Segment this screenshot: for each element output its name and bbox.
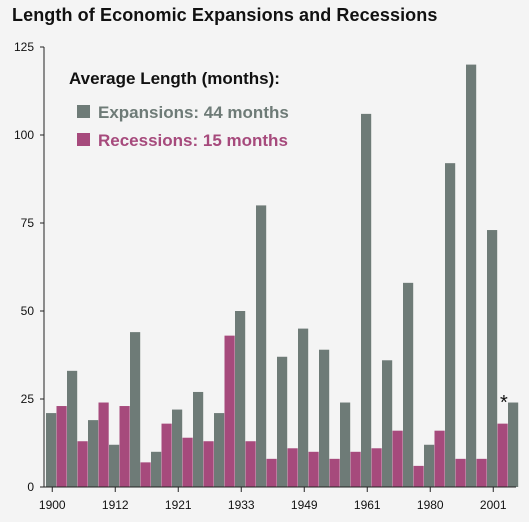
- expansion-bar-19: [445, 163, 456, 487]
- legend-swatch-expansions: [77, 105, 90, 118]
- x-tick-label-2001: 2001: [480, 498, 507, 512]
- expansion-bar-3: [109, 444, 120, 487]
- x-tick-label-1912: 1912: [102, 498, 129, 512]
- recession-bar-0: [56, 406, 67, 487]
- expansion-bar-14: [340, 402, 351, 487]
- recession-bar-13: [329, 458, 340, 487]
- y-tick-label-0: 0: [27, 480, 34, 494]
- recession-bar-2: [98, 402, 109, 487]
- recession-bar-8: [224, 335, 235, 487]
- expansion-bar-22: [508, 402, 519, 487]
- recession-bar-12: [308, 451, 319, 487]
- recession-bar-14: [350, 451, 361, 487]
- y-tick-label-75: 75: [21, 216, 35, 230]
- expansion-bar-1: [67, 370, 78, 487]
- legend: Average Length (months): Expansions: 44 …: [69, 69, 289, 150]
- expansion-bar-11: [277, 356, 288, 487]
- recession-bar-6: [182, 437, 193, 487]
- expansion-bar-8: [214, 413, 225, 487]
- expansion-bar-18: [424, 444, 435, 487]
- expansion-bar-15: [361, 113, 372, 487]
- asterisk-annotation: *: [500, 392, 508, 414]
- recession-bar-18: [434, 430, 445, 487]
- expansion-bar-7: [193, 391, 204, 487]
- recession-bar-20: [476, 458, 487, 487]
- x-tick-label-1980: 1980: [417, 498, 444, 512]
- recession-bar-4: [140, 462, 151, 487]
- expansion-bar-4: [130, 332, 141, 487]
- y-tick-label-25: 25: [21, 392, 35, 406]
- legend-swatch-recessions: [77, 133, 90, 146]
- x-tick-label-1900: 1900: [39, 498, 66, 512]
- recession-bar-15: [371, 448, 382, 487]
- recession-bar-10: [266, 458, 277, 487]
- y-tick-label-125: 125: [14, 40, 34, 54]
- expansion-bar-0: [46, 413, 57, 487]
- expansion-bar-6: [172, 409, 183, 487]
- expansion-bar-10: [256, 205, 267, 487]
- legend-label-expansions: Expansions: 44 months: [98, 103, 289, 122]
- expansion-bar-17: [403, 282, 414, 487]
- recession-bar-9: [245, 441, 256, 487]
- chart-title: Length of Economic Expansions and Recess…: [12, 5, 438, 25]
- expansion-bar-9: [235, 311, 246, 487]
- expansion-bar-16: [382, 360, 393, 487]
- legend-title: Average Length (months):: [69, 69, 280, 88]
- recession-bar-11: [287, 448, 298, 487]
- x-tick-label-1921: 1921: [165, 498, 192, 512]
- recession-bar-21: [497, 423, 508, 487]
- axes-layer: 0 25 50 75 100 125 1900 1912 1921 1933 1949 1961 198…: [14, 40, 516, 512]
- y-tick-label-50: 50: [21, 304, 35, 318]
- recession-bar-19: [455, 458, 466, 487]
- recession-bar-17: [413, 465, 424, 487]
- expansion-bar-2: [88, 420, 99, 487]
- recession-bar-1: [77, 441, 88, 487]
- expansion-bar-21: [487, 230, 498, 488]
- expansion-bar-12: [298, 328, 309, 487]
- y-tick-label-100: 100: [14, 128, 34, 142]
- expansion-bar-13: [319, 349, 330, 487]
- x-tick-label-1961: 1961: [354, 498, 381, 512]
- recession-bar-3: [119, 406, 130, 487]
- recession-bar-16: [392, 430, 403, 487]
- bars-layer: [46, 64, 519, 488]
- legend-label-recessions: Recessions: 15 months: [98, 131, 288, 150]
- expansion-bar-20: [466, 64, 477, 487]
- recession-bar-5: [161, 423, 172, 487]
- x-tick-label-1933: 1933: [228, 498, 255, 512]
- expansion-bar-5: [151, 451, 162, 487]
- recession-bar-7: [203, 441, 214, 487]
- x-tick-label-1949: 1949: [291, 498, 318, 512]
